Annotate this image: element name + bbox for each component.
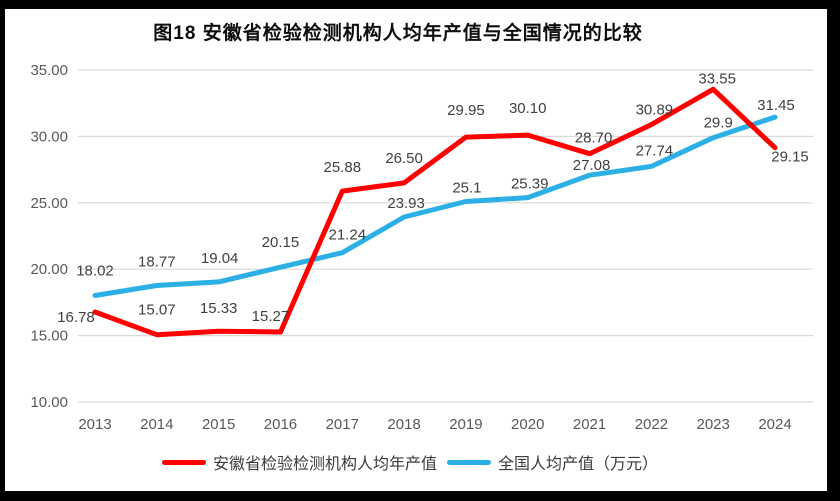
x-tick-label: 2019 <box>449 416 482 433</box>
data-label: 27.08 <box>573 157 611 174</box>
national-line-swatch <box>447 459 491 465</box>
legend-label-national: 全国人均产值（万元） <box>498 456 659 473</box>
data-label: 30.10 <box>509 100 547 117</box>
data-label: 26.50 <box>385 150 423 167</box>
x-tick-label: 2014 <box>140 416 173 433</box>
data-label: 20.15 <box>262 234 300 251</box>
series-line-anhui <box>92 86 778 338</box>
data-label: 33.55 <box>698 70 736 87</box>
y-tick-label: 25.00 <box>30 195 68 212</box>
chart-canvas <box>5 9 827 491</box>
y-tick-label: 30.00 <box>30 128 68 145</box>
data-label: 30.89 <box>636 102 674 119</box>
data-label: 29.9 <box>704 115 733 132</box>
data-label: 25.1 <box>452 179 481 196</box>
chart-title: 图18 安徽省检验检测机构人均年产值与全国情况的比较 <box>153 23 643 44</box>
data-label: 27.74 <box>636 142 674 159</box>
data-label: 25.39 <box>511 176 549 193</box>
x-tick-label: 2024 <box>758 416 791 433</box>
x-tick-label: 2023 <box>697 416 730 433</box>
data-label: 15.27 <box>252 308 290 325</box>
x-tick-label: 2018 <box>387 416 420 433</box>
series-line-national <box>92 114 778 298</box>
x-tick-label: 2013 <box>78 416 111 433</box>
y-tick-label: 20.00 <box>30 261 68 278</box>
x-tick-label: 2017 <box>326 416 359 433</box>
data-label: 21.24 <box>329 227 367 244</box>
data-label: 28.70 <box>575 130 613 147</box>
legend-item-anhui: 安徽省检验检测机构人均年产值 <box>161 450 437 474</box>
data-label: 31.45 <box>757 97 795 114</box>
data-label: 16.78 <box>57 309 95 326</box>
data-label: 15.07 <box>138 302 176 319</box>
x-tick-label: 2016 <box>264 416 297 433</box>
data-label: 25.88 <box>324 159 362 176</box>
data-label: 18.77 <box>138 254 176 271</box>
data-label: 15.33 <box>200 300 238 317</box>
x-tick-label: 2021 <box>573 416 606 433</box>
data-label: 19.04 <box>201 250 239 267</box>
data-label: 23.93 <box>387 195 425 212</box>
x-tick-label: 2020 <box>511 416 544 433</box>
y-tick-label: 10.00 <box>30 394 68 411</box>
y-tick-label: 15.00 <box>30 328 68 345</box>
anhui-line-swatch <box>161 459 206 465</box>
chart-legend: 安徽省检验检测机构人均年产值 全国人均产值（万元） <box>0 450 820 474</box>
legend-item-national: 全国人均产值（万元） <box>447 450 658 474</box>
x-tick-label: 2022 <box>635 416 668 433</box>
data-label: 29.95 <box>447 102 485 119</box>
data-label: 29.15 <box>771 149 809 166</box>
data-label: 18.02 <box>76 262 114 279</box>
x-tick-label: 2015 <box>202 416 235 433</box>
y-tick-label: 35.00 <box>30 62 68 79</box>
legend-label-anhui: 安徽省检验检测机构人均年产值 <box>212 456 437 473</box>
